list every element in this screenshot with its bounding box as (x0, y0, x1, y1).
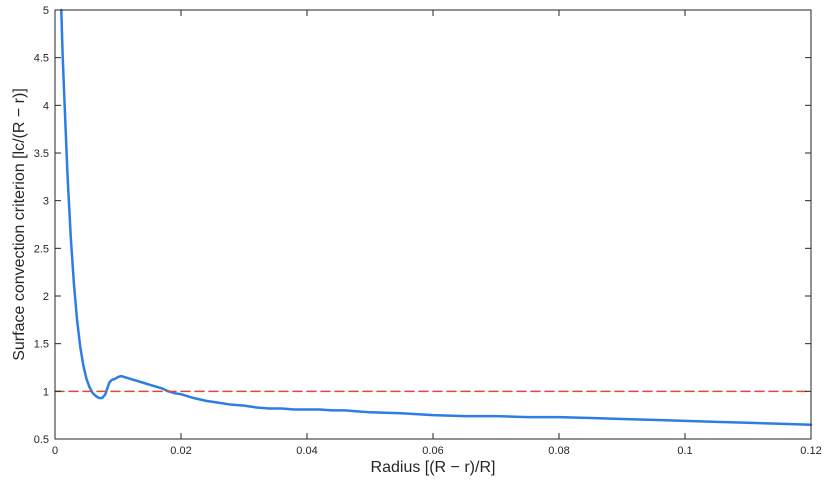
y-axis-label: Surface convection criterion [lc/(R − r)… (11, 88, 28, 361)
y-tick-label: 5 (43, 5, 49, 17)
x-tick-label: 0.02 (170, 445, 191, 457)
y-tick-label: 1.5 (34, 339, 49, 351)
series-layer (54, 8, 813, 426)
plot-frame (54, 9, 812, 440)
criterion-line (60, 8, 813, 426)
x-tick-label: 0.1 (677, 445, 692, 457)
y-tick-label: 4.5 (34, 53, 49, 65)
y-tick-label: 3.5 (34, 148, 49, 160)
x-tick-label: 0.12 (800, 445, 821, 457)
x-axis-label: Radius [(R − r)/R] (371, 459, 496, 476)
x-tick-label: 0 (52, 445, 58, 457)
y-tick-label: 4 (43, 100, 49, 112)
x-tick-label: 0.04 (296, 445, 317, 457)
y-tick-label: 2 (43, 291, 49, 303)
x-tick-label: 0.06 (422, 445, 443, 457)
y-tick-label: 0.5 (34, 434, 49, 446)
x-tick-label: 0.08 (548, 445, 569, 457)
y-tick-label: 3 (43, 196, 49, 208)
y-tick-label: 1 (43, 386, 49, 398)
plot-background (55, 10, 811, 439)
y-tick-label: 2.5 (34, 243, 49, 255)
